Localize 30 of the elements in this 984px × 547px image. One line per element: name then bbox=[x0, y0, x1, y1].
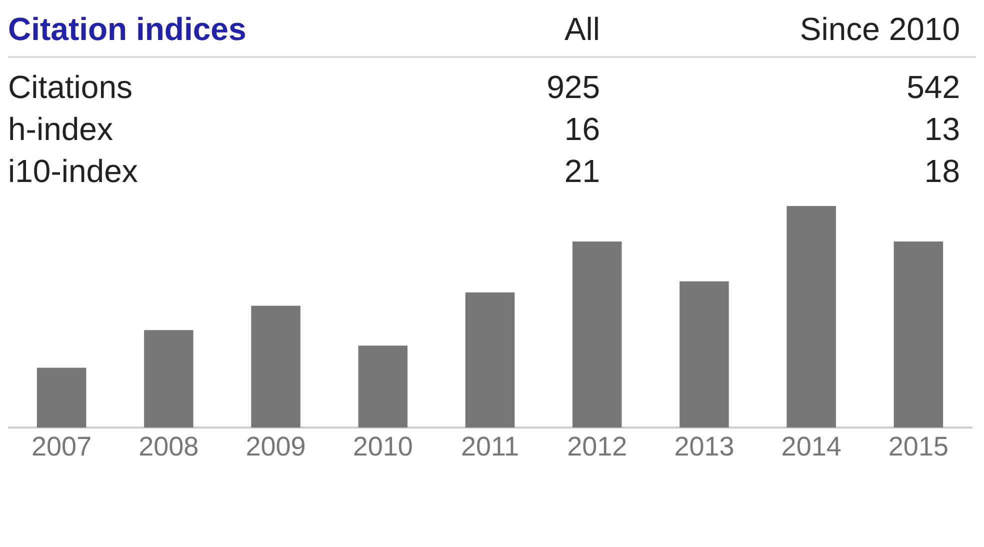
text: Since 2010 bbox=[798, 10, 960, 49]
text: 925 bbox=[546, 68, 600, 107]
bar bbox=[894, 241, 944, 428]
x-tick-label: 2011 bbox=[460, 431, 520, 462]
x-tick-label: 2013 bbox=[674, 431, 734, 462]
x-tick-label: 2015 bbox=[888, 431, 948, 462]
bar bbox=[465, 292, 515, 428]
text: Citations bbox=[8, 68, 134, 107]
text: All bbox=[563, 10, 600, 49]
text: h-index bbox=[8, 110, 114, 149]
text: 542 bbox=[906, 68, 960, 107]
bar bbox=[680, 281, 729, 428]
bar bbox=[251, 306, 300, 428]
x-tick-label: 2008 bbox=[138, 431, 199, 462]
bar bbox=[358, 346, 408, 428]
bar bbox=[144, 330, 194, 428]
text: 18 bbox=[923, 152, 960, 191]
text: i10-index bbox=[8, 152, 139, 191]
x-tick-label: 2009 bbox=[246, 431, 306, 462]
bar bbox=[36, 368, 86, 428]
x-tick-label: 2012 bbox=[567, 431, 628, 462]
x-tick-label: 2007 bbox=[32, 431, 92, 462]
text: 13 bbox=[923, 110, 960, 149]
x-tick-label: 2010 bbox=[352, 431, 413, 462]
bar bbox=[786, 206, 836, 428]
bar bbox=[572, 241, 622, 428]
text: 16 bbox=[563, 110, 600, 149]
text: 21 bbox=[563, 152, 600, 191]
text: Citation indices bbox=[8, 10, 248, 49]
x-tick-label: 2014 bbox=[781, 431, 842, 462]
